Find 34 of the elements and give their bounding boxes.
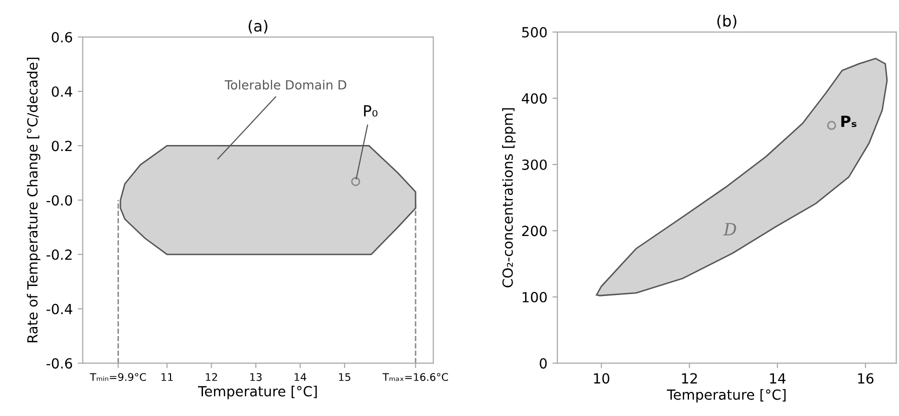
chart-title: (a) <box>248 20 268 34</box>
y-axis-title: CO₂-concentrations [ppm] <box>502 108 516 288</box>
y-tick-label: -0.2 <box>46 249 72 260</box>
y-tick-label: 300 <box>522 159 547 170</box>
y-tick-label: 200 <box>522 226 547 236</box>
y-tick-label: 100 <box>522 292 547 302</box>
y-axis-title: Rate of Temperature Change [°C/decade] <box>26 58 40 342</box>
x-tick-label: Tₘₐₓ=16.6°C <box>382 373 448 381</box>
y-tick-label: 500 <box>522 27 547 38</box>
x-tick-label: 15 <box>339 373 350 381</box>
annotation: D <box>723 223 736 236</box>
annotation: Pₛ <box>841 116 856 128</box>
x-axis-title: Temperature [°C] <box>198 386 317 400</box>
y-tick-label: -0.0 <box>46 195 72 206</box>
annotation: Tolerable Domain D <box>224 80 346 90</box>
y-tick-label: 0.2 <box>52 140 72 152</box>
x-tick-label: Tₘᵢₙ=9.9°C <box>90 373 146 381</box>
x-tick-label: 13 <box>250 373 262 381</box>
y-tick-label: 0.6 <box>52 32 72 42</box>
x-tick-label: 14 <box>294 373 306 381</box>
x-tick-label: 11 <box>162 373 173 381</box>
x-tick-label: 14 <box>770 373 786 384</box>
annotation: P₀ <box>364 105 378 117</box>
x-tick-label: 12 <box>206 373 217 381</box>
x-tick-label: 12 <box>682 373 697 384</box>
x-tick-label: 16 <box>858 373 874 384</box>
y-tick-label: 400 <box>522 93 547 104</box>
y-tick-label: 0.4 <box>52 86 72 97</box>
y-tick-label: -0.6 <box>46 358 72 369</box>
chart-title: (b) <box>717 14 736 28</box>
y-tick-label: 0 <box>540 358 547 369</box>
x-axis-title: Temperature [°C] <box>666 389 786 403</box>
x-tick-label: 10 <box>594 373 610 384</box>
y-tick-label: -0.4 <box>46 304 72 314</box>
